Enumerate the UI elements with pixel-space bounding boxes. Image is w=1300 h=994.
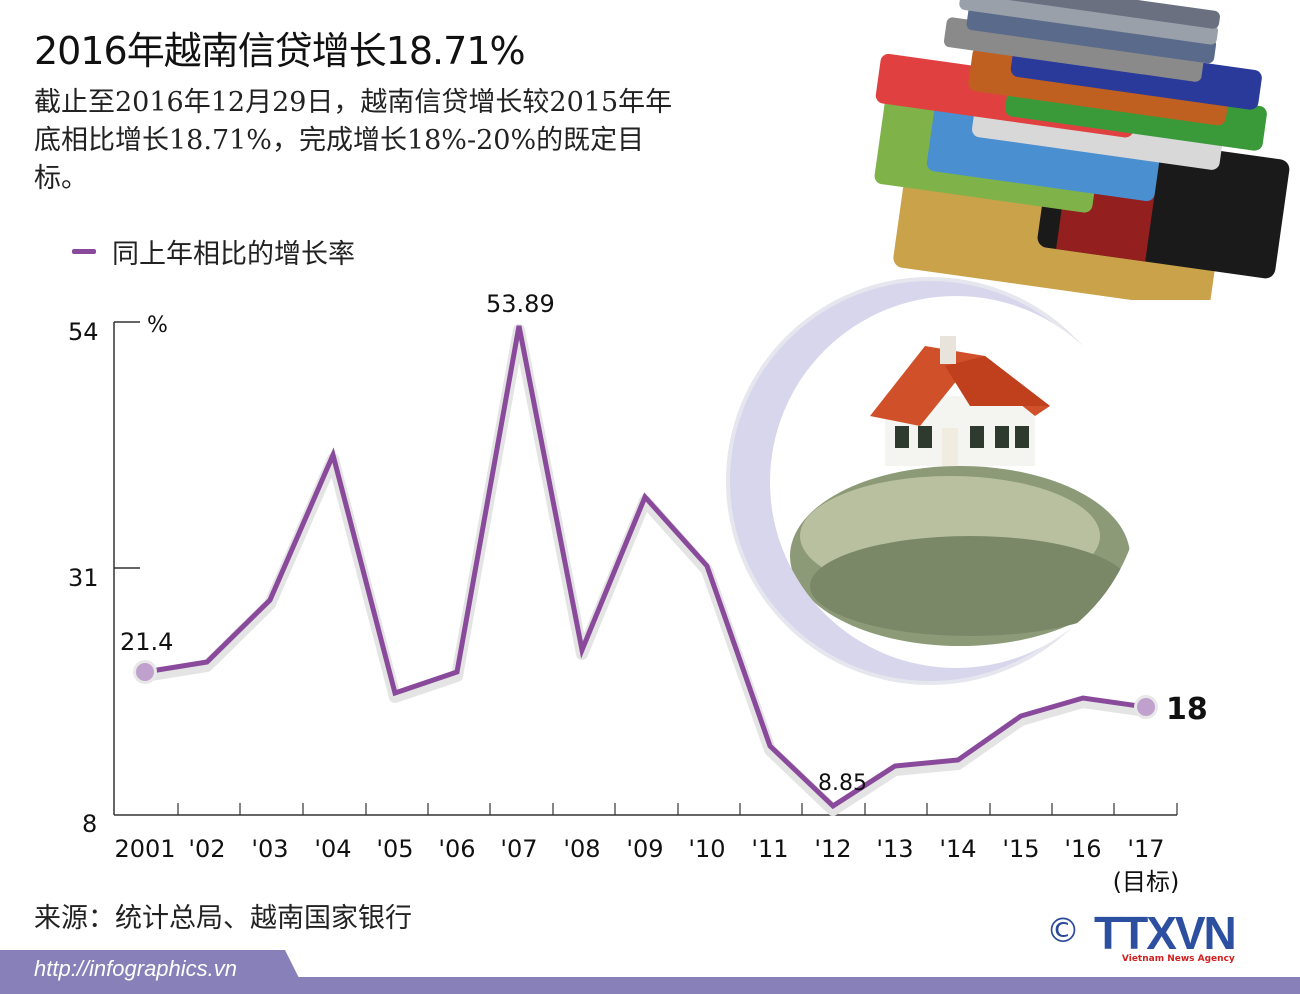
label-peak: 53.89	[486, 290, 555, 318]
website-link[interactable]: http://infographics.vn	[34, 956, 238, 981]
y-label-8: 8	[82, 810, 97, 838]
legend-label: 同上年相比的增长率	[112, 239, 355, 270]
x-label: '05	[376, 835, 413, 863]
x-label: '11	[751, 835, 788, 863]
x-label: '16	[1064, 835, 1101, 863]
x-label: '17	[1127, 835, 1164, 863]
x-label: '07	[500, 835, 537, 863]
legend-line-icon	[72, 249, 96, 254]
x-note: (目标)	[1113, 868, 1180, 896]
x-label: '04	[314, 835, 351, 863]
x-label: '08	[563, 835, 600, 863]
x-label: '13	[876, 835, 913, 863]
footer-bar	[0, 977, 1300, 994]
y-unit: %	[147, 313, 168, 338]
source-text: 来源：统计总局、越南国家银行	[34, 903, 412, 934]
x-label: '10	[688, 835, 725, 863]
label-last: 18	[1166, 692, 1208, 727]
x-label: '15	[1002, 835, 1039, 863]
credit-cards-illustration	[874, 0, 1290, 300]
x-label: '06	[438, 835, 475, 863]
label-low: 8.85	[818, 771, 867, 796]
x-label: 2001	[114, 835, 175, 863]
logo-brand: TTXVN	[1094, 907, 1237, 959]
legend: 同上年相比的增长率	[72, 232, 355, 271]
copyright-icon: ©	[1046, 911, 1080, 951]
x-label: '03	[251, 835, 288, 863]
page-title: 2016年越南信贷增长18.71%	[34, 29, 526, 73]
x-label: '12	[814, 835, 851, 863]
x-label: '09	[626, 835, 663, 863]
x-label: '14	[939, 835, 976, 863]
logo-sub: Vietnam News Agency	[1121, 954, 1235, 964]
x-label: '02	[188, 835, 225, 863]
label-first: 21.4	[120, 628, 173, 656]
y-label-31: 31	[68, 564, 99, 592]
y-label-54: 54	[68, 318, 99, 346]
footer-tab	[0, 950, 300, 980]
description: 截止至2016年12月29日，越南信贷增长较2015年年底相比增长18.71%，…	[34, 87, 673, 194]
ttxvn-logo: © TTXVN Vietnam News Agency	[1046, 907, 1237, 964]
house-on-money-illustration	[770, 296, 1142, 668]
